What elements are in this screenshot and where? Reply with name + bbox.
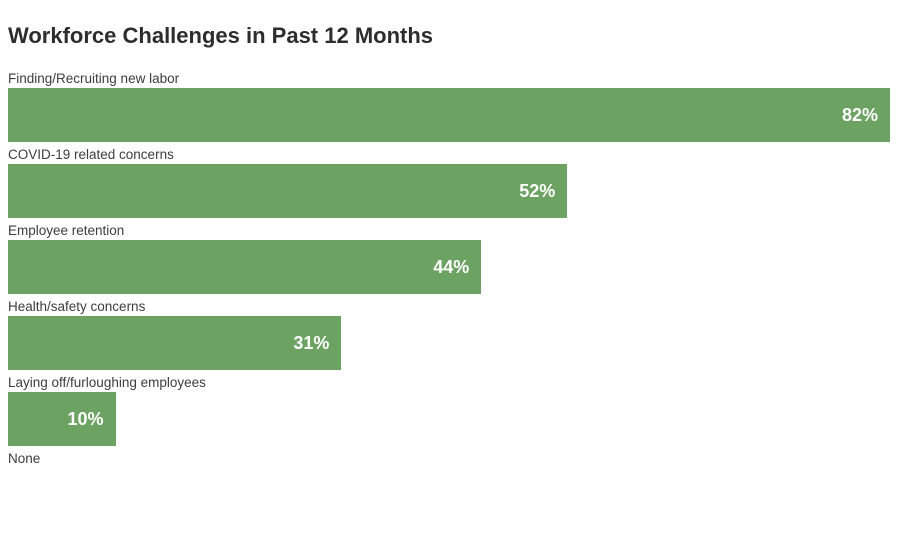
chart-title: Workforce Challenges in Past 12 Months <box>8 23 434 48</box>
value-label: 82% <box>841 104 878 125</box>
category-label: Finding/Recruiting new labor <box>8 71 180 86</box>
value-label: 52% <box>519 180 556 201</box>
bar: 31% <box>8 316 342 370</box>
category-label: Laying off/furloughing employees <box>8 375 206 390</box>
bar: 82% <box>8 88 890 142</box>
category-label: Employee retention <box>8 223 125 238</box>
category-label: None <box>8 451 41 466</box>
bar-row: COVID-19 related concerns 52% <box>8 147 890 218</box>
value-label: 31% <box>293 332 330 353</box>
value-label: 10% <box>67 408 104 429</box>
bar: 10% <box>8 392 116 446</box>
bar-row: Health/safety concerns 31% <box>8 299 890 370</box>
value-label: 44% <box>433 256 470 277</box>
category-label: Health/safety concerns <box>8 299 146 314</box>
bar-row: Finding/Recruiting new labor 82% <box>8 71 890 142</box>
bar: 44% <box>8 240 482 294</box>
bar-row: None <box>8 451 890 466</box>
bar-chart: Finding/Recruiting new labor 82% COVID-19 … <box>8 71 890 466</box>
bar: 52% <box>8 164 568 218</box>
category-label: COVID-19 related concerns <box>8 147 174 162</box>
bar-row: Employee retention 44% <box>8 223 890 294</box>
bar-row: Laying off/furloughing employees 10% <box>8 375 890 446</box>
